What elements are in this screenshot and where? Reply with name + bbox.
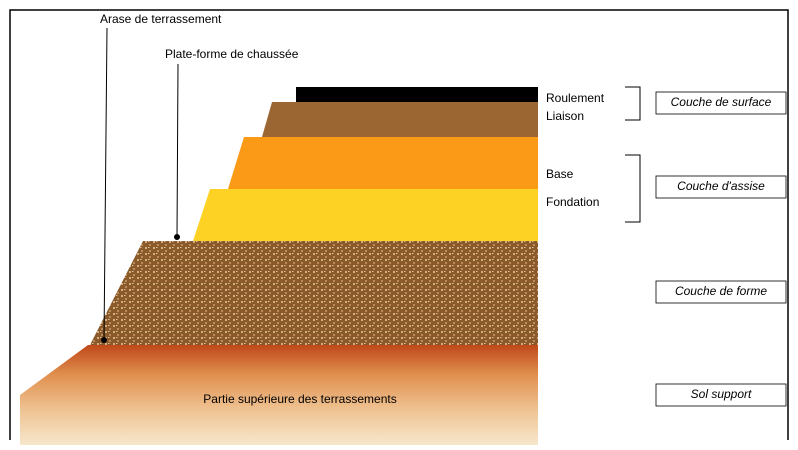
layer-label: Partie supérieure des terrassements (203, 392, 396, 406)
base-layer (228, 137, 538, 189)
layer-label: Liaison (546, 109, 584, 123)
sol-layer (20, 345, 538, 445)
layer-label: Base (546, 167, 574, 181)
group-box (655, 280, 787, 304)
roulement-layer (296, 87, 538, 102)
group-label: Couche de surface (671, 95, 772, 109)
group-label: Sol support (691, 387, 752, 401)
leader-line (103, 27, 108, 341)
fondation-layer (193, 189, 538, 241)
forme-layer (90, 241, 538, 345)
bracket (625, 154, 641, 223)
liaison-layer (262, 102, 538, 137)
layer-label: Fondation (546, 195, 599, 209)
group-label: Couche d'assise (677, 179, 765, 193)
leader-dot (101, 337, 107, 343)
leader-dot (174, 234, 180, 240)
group-box (655, 91, 787, 115)
group-label: Couche de forme (675, 284, 767, 298)
annotation: Plate-forme de chaussée (165, 47, 299, 61)
group-box (655, 175, 787, 199)
annotation: Arase de terrassement (100, 12, 222, 26)
group-box (655, 383, 787, 407)
leader-line (176, 63, 179, 238)
frame (9, 9, 789, 440)
bracket (625, 86, 641, 121)
layer-label: Roulement (546, 91, 605, 105)
